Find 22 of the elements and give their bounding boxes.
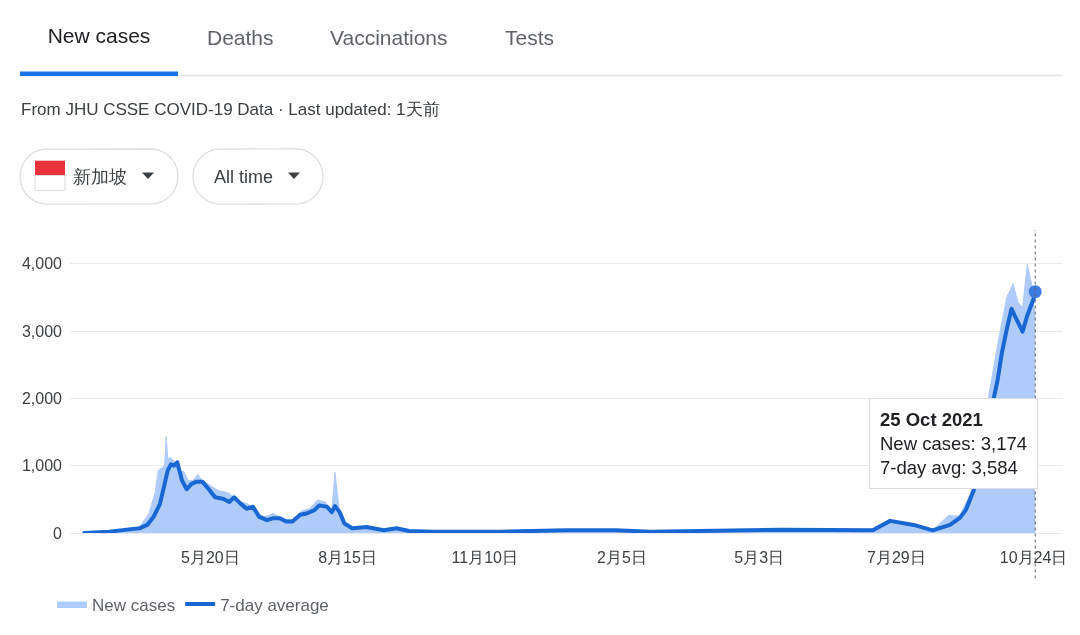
x-tick-label: 11月10日 <box>451 549 518 567</box>
x-tick-label: 7月29日 <box>867 549 926 567</box>
y-tick-label: 2,000 <box>21 389 63 407</box>
legend-label: New cases <box>92 595 176 615</box>
text: 新加坡 <box>73 167 127 187</box>
x-tick-label: 5月3日 <box>734 549 785 567</box>
y-tick-label: 0 <box>53 524 63 542</box>
text: Deaths <box>207 26 274 49</box>
legend-label: 7-day average <box>220 595 329 615</box>
chart-title: New cases <box>47 24 151 48</box>
annotation: 25 Oct 2021 New cases: 3,174 7-day avg: 3,584 <box>880 409 1028 479</box>
text: Tests <box>505 26 555 49</box>
y-tick-label: 4,000 <box>21 255 63 273</box>
x-tick-label: 5月20日 <box>181 549 240 567</box>
text: Vaccinations <box>330 26 448 49</box>
x-tick-label: 10月24日 <box>999 549 1068 567</box>
x-tick-label: 2月5日 <box>597 549 647 567</box>
text: All time <box>214 167 274 187</box>
x-tick-label: 8月15日 <box>318 549 377 567</box>
y-tick-label: 1,000 <box>21 457 63 475</box>
chart-subtitle: From JHU CSSE COVID-19 Data · Last updated: 1天前 <box>21 100 440 119</box>
y-tick-label: 3,000 <box>21 322 63 340</box>
